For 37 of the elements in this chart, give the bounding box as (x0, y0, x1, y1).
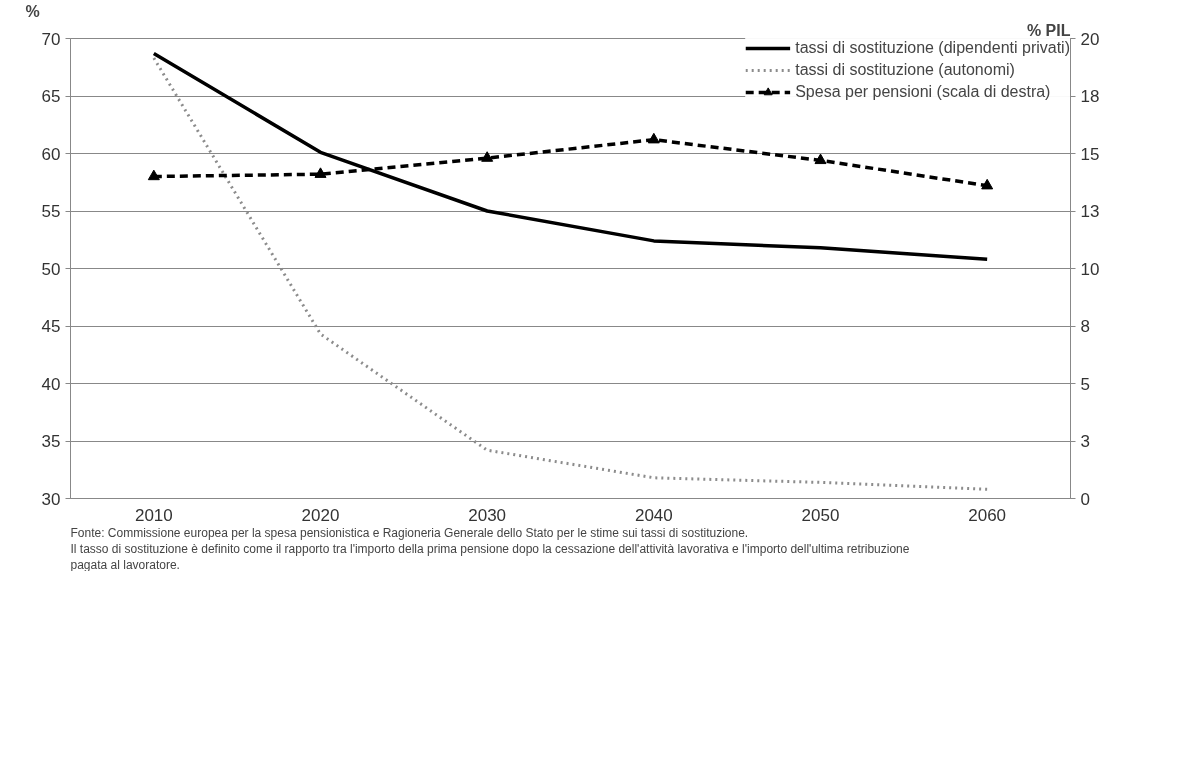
y2-tick-label: 15 (1080, 144, 1100, 164)
legend-label: tassi di sostituzione (autonomi) (795, 61, 1015, 79)
text: Il tasso di sostituzione è definito come il rapporto tra l'importo della prima pensione dopo la cessazione dell'attività lavorativa e l'importo dell'ultima retribuzione pagata al lavoratore. (70, 541, 910, 572)
y-tick-label: 70 (41, 29, 61, 49)
y2-tick-label: 20 (1080, 29, 1100, 49)
x-tick-label: 2050 (801, 505, 840, 525)
y-tick-label: 65 (41, 87, 61, 106)
point (814, 153, 827, 165)
y-tick-label: 60 (41, 144, 61, 164)
x-tick-label: 2040 (634, 505, 673, 525)
y-axis-title: % (25, 2, 40, 20)
y-tick-label: 50 (41, 259, 61, 279)
legend-label: tassi di sostituzione (dipendenti privati) (795, 39, 1070, 57)
y2-tick-label: 10 (1080, 259, 1100, 279)
point (314, 167, 327, 178)
point (147, 169, 160, 181)
y-tick-label: 30 (41, 489, 61, 509)
x-tick-label: 2010 (134, 505, 173, 525)
y2-tick-label: 5 (1080, 374, 1090, 394)
x-tick-label: 2060 (968, 505, 1007, 525)
source-note: Fonte: Commissione europea per la spesa pensionistica e Ragioneria Generale dello Stato per le stime sui tassi di sostituzione. (70, 525, 749, 540)
y2-tick-label: 0 (1080, 489, 1090, 509)
y2-tick-label: 18 (1080, 87, 1100, 106)
y-tick-label: 35 (41, 432, 61, 451)
point (981, 178, 994, 190)
x-tick-label: 2030 (468, 505, 507, 525)
y-tick-label: 45 (41, 317, 61, 336)
point (481, 151, 494, 162)
y-tick-label: 40 (41, 374, 61, 394)
y2-tick-label: 8 (1080, 317, 1090, 336)
y2-tick-label: 3 (1080, 432, 1090, 451)
legend-label: Spesa per pensioni (scala di destra) (795, 83, 1051, 101)
x-tick-label: 2020 (301, 505, 340, 525)
y2-axis-title: % PIL (1026, 21, 1071, 39)
point (647, 132, 660, 144)
y-tick-label: 55 (41, 202, 61, 221)
y2-tick-label: 13 (1080, 202, 1100, 221)
